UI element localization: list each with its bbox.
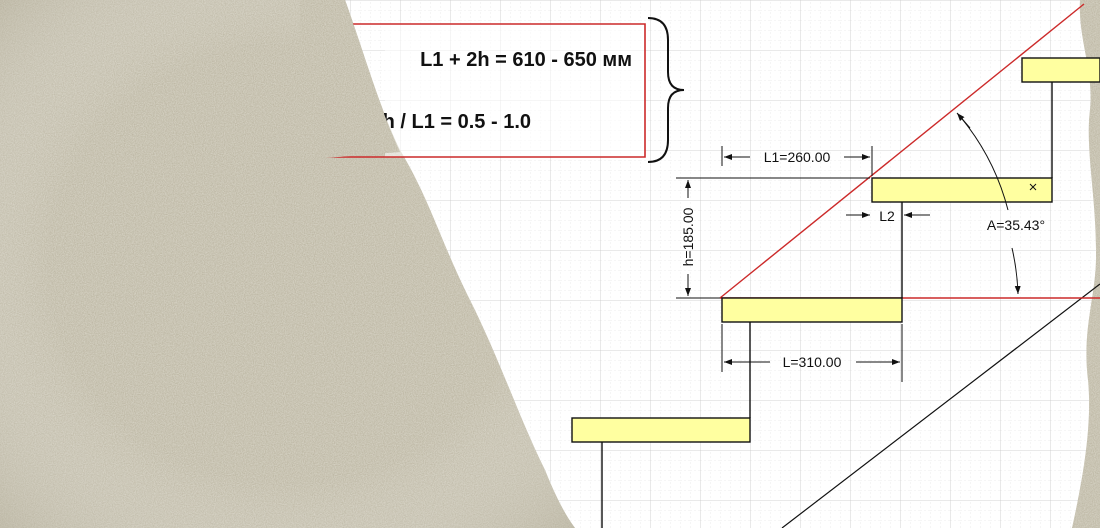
dimension-l	[721, 324, 903, 382]
formula-line-1: L1 + 2h = 610 - 650 мм	[420, 49, 632, 71]
pitch-line	[719, 3, 1085, 299]
tread-2	[721, 297, 903, 323]
risers	[601, 82, 1053, 528]
dimension-h-label: h=185.00	[680, 207, 696, 266]
stringer-line	[781, 283, 1100, 528]
cross-mark	[1029, 183, 1037, 191]
formula-line-2: h / L1 = 0.5 - 1.0	[383, 111, 531, 133]
treads	[571, 57, 1100, 443]
dimension-l1	[721, 146, 873, 176]
plaster-texture-left	[0, 0, 575, 528]
plaster-texture-right	[1072, 0, 1100, 528]
tread-3	[871, 177, 1053, 203]
angle-arc	[956, 112, 1021, 295]
tread-1	[571, 417, 751, 443]
dimension-h	[676, 177, 870, 299]
angle-label: A=35.43°	[987, 217, 1045, 233]
tread-4	[1021, 57, 1100, 83]
dimension-l-label: L=310.00	[783, 354, 842, 370]
curly-brace	[647, 17, 685, 163]
dimension-l2-label: L2	[879, 208, 895, 224]
dimension-l1-label: L1=260.00	[764, 149, 831, 165]
plaster-overlap-texture	[300, 0, 400, 160]
formula-box: L1 + 2h = 610 - 650 мм h / L1 = 0.5 - 1.…	[300, 23, 646, 158]
